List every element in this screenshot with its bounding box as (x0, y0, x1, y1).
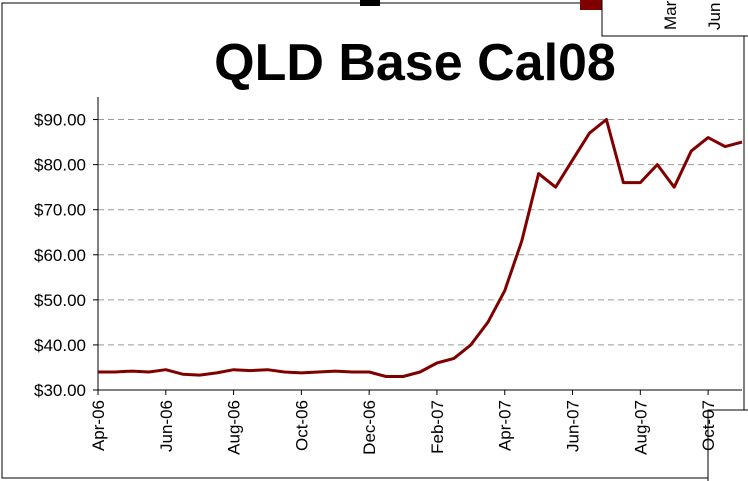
y-tick-label: $90.00 (34, 111, 86, 130)
overlay-label: Mar (661, 0, 680, 30)
overlay-block (360, 0, 380, 6)
y-tick-label: $30.00 (34, 381, 86, 400)
x-tick-label: Apr-07 (496, 400, 515, 451)
x-tick-label: Aug-07 (631, 400, 650, 455)
overlay-panel (707, 409, 748, 481)
x-tick-label: Jun-07 (564, 400, 583, 452)
x-tick-label: Oct-06 (292, 400, 311, 451)
x-tick-label: Feb-07 (428, 400, 447, 454)
x-tick-label: Aug-06 (225, 400, 244, 455)
x-tick-label: Oct-07 (699, 400, 718, 451)
y-tick-label: $80.00 (34, 156, 86, 175)
chart-title: QLD Base Cal08 (214, 34, 616, 92)
y-tick-label: $40.00 (34, 336, 86, 355)
y-tick-label: $70.00 (34, 201, 86, 220)
overlay-panel (601, 0, 748, 37)
x-tick-label: Jun-06 (157, 400, 176, 452)
data-line (98, 118, 743, 378)
y-tick-label: $50.00 (34, 291, 86, 310)
y-tick-label: $60.00 (34, 246, 86, 265)
overlay-label: Jun (705, 3, 724, 30)
x-tick-label: Dec-06 (360, 400, 379, 455)
overlay-block (580, 0, 602, 10)
x-tick-label: Apr-06 (89, 400, 108, 451)
